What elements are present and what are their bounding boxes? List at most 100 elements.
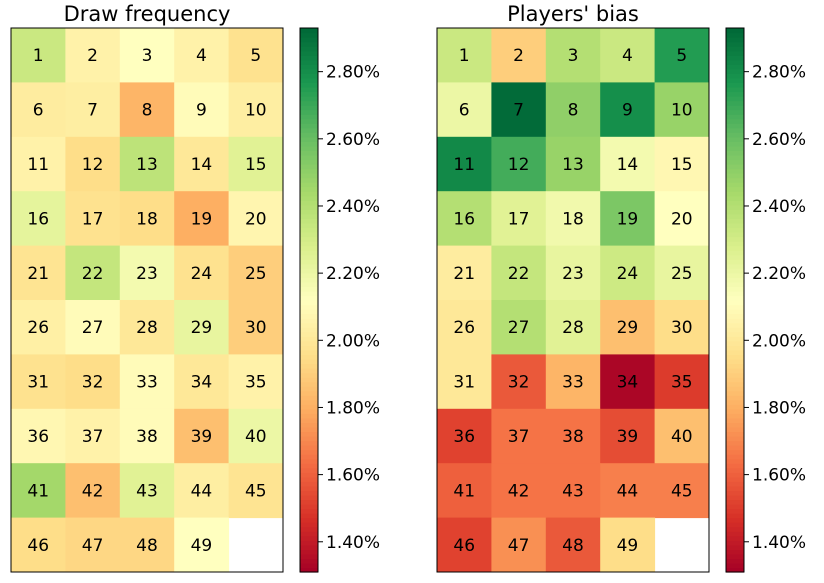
colorbar-segment [726, 336, 744, 342]
colorbar-segment [726, 508, 744, 514]
colorbar-segment [726, 295, 744, 301]
colorbar-segment [726, 154, 744, 161]
colorbar-segment [726, 390, 744, 396]
cell-label: 24 [617, 264, 639, 284]
colorbar-segment [300, 522, 318, 528]
colorbar-segment [726, 481, 744, 487]
cell-label: 16 [27, 209, 49, 229]
colorbar-segment [726, 164, 744, 170]
colorbar-segment [300, 86, 318, 93]
cell-label: 27 [82, 318, 104, 338]
colorbar-segment [726, 499, 744, 505]
colorbar-segment [726, 290, 744, 297]
colorbar-segment [300, 132, 318, 138]
colorbar-segment [726, 449, 744, 455]
colorbar-segment [726, 544, 744, 550]
cell-label: 26 [453, 318, 475, 338]
colorbar-segment [300, 318, 318, 324]
colorbar-segment [726, 195, 744, 201]
heatmap-cell [65, 82, 121, 138]
colorbar-segment [300, 322, 318, 328]
heatmap-cell [174, 136, 230, 192]
colorbar-segment [300, 73, 318, 79]
cell-label: 8 [142, 101, 153, 121]
colorbar-tick-label: 2.40% [752, 197, 806, 217]
cell-label: 48 [136, 536, 158, 556]
colorbar-segment [300, 232, 318, 238]
cell-label: 18 [562, 209, 584, 229]
heatmap-cell [228, 136, 284, 192]
heatmap-cell [119, 408, 175, 464]
heatmap-cell [491, 354, 547, 410]
colorbar-segment [300, 490, 318, 496]
colorbar-segment [300, 68, 318, 74]
colorbar-segment [726, 381, 744, 387]
colorbar-segment [726, 232, 744, 238]
cell-label: 22 [82, 264, 104, 284]
colorbar-segment [726, 309, 744, 315]
colorbar-segment [726, 59, 744, 65]
colorbar-segment [726, 145, 744, 151]
heatmap-cell [174, 82, 230, 138]
colorbar-segment [726, 286, 744, 292]
colorbar-segment [300, 186, 318, 192]
colorbar-segment [300, 472, 318, 478]
colorbar-tick-label: 2.60% [326, 130, 380, 150]
heatmap-cell [437, 245, 492, 301]
heatmap-cell [491, 28, 547, 83]
colorbar-frame [299, 27, 319, 573]
heatmap-cell [545, 354, 601, 410]
colorbar-segment [726, 177, 744, 183]
colorbar-tick-label: 1.40% [752, 533, 806, 553]
heatmap-cell [654, 136, 710, 192]
colorbar-segment [300, 553, 318, 559]
heatmap-cell [600, 517, 656, 573]
colorbar-segment [726, 395, 744, 401]
colorbar-segment [300, 64, 318, 70]
colorbar-segment [726, 399, 744, 405]
colorbar-segment [726, 141, 744, 147]
colorbar-segment [300, 250, 318, 256]
colorbar-segment [300, 562, 318, 569]
colorbar-segment [726, 150, 744, 156]
colorbar-segment [726, 454, 744, 460]
colorbar-segment [726, 535, 744, 541]
colorbar-segment [726, 504, 744, 510]
colorbar-segment [726, 300, 744, 306]
colorbar-segment [300, 55, 318, 61]
cell-label: 25 [671, 264, 693, 284]
cell-label: 45 [245, 481, 267, 501]
colorbar-segment [726, 340, 744, 346]
colorbar-tick-label: 2.20% [326, 264, 380, 284]
chart-title: Draw frequency [64, 2, 231, 26]
colorbar-segment [300, 222, 318, 229]
colorbar-segment [300, 358, 318, 365]
colorbar-segment [300, 209, 318, 215]
colorbar-segment [726, 236, 744, 242]
colorbar-segment [300, 159, 318, 165]
heatmap-cell [600, 191, 656, 247]
colorbar-segment [300, 327, 318, 333]
colorbar-segment [726, 540, 744, 546]
colorbar-segment [300, 399, 318, 405]
colorbar-segment [726, 182, 744, 188]
colorbar-segment [726, 168, 744, 174]
cell-label: 18 [136, 209, 158, 229]
colorbar-segment [300, 567, 318, 573]
colorbar-segment [726, 73, 744, 79]
colorbar-segment [300, 440, 318, 446]
colorbar-segment [300, 145, 318, 151]
cell-label: 34 [617, 373, 639, 393]
heatmap-cell [119, 463, 175, 519]
cell-label: 42 [508, 481, 530, 501]
cell-label: 37 [82, 427, 104, 447]
colorbar-segment [726, 422, 744, 428]
colorbar-segment [726, 408, 744, 414]
heatmap-cell [119, 245, 175, 301]
colorbar-segment [300, 449, 318, 455]
colorbar-segment [300, 227, 318, 233]
colorbar-segment [726, 549, 744, 555]
colorbar-segment [300, 408, 318, 414]
colorbar-segment [300, 395, 318, 401]
heatmap-cell [437, 28, 492, 83]
